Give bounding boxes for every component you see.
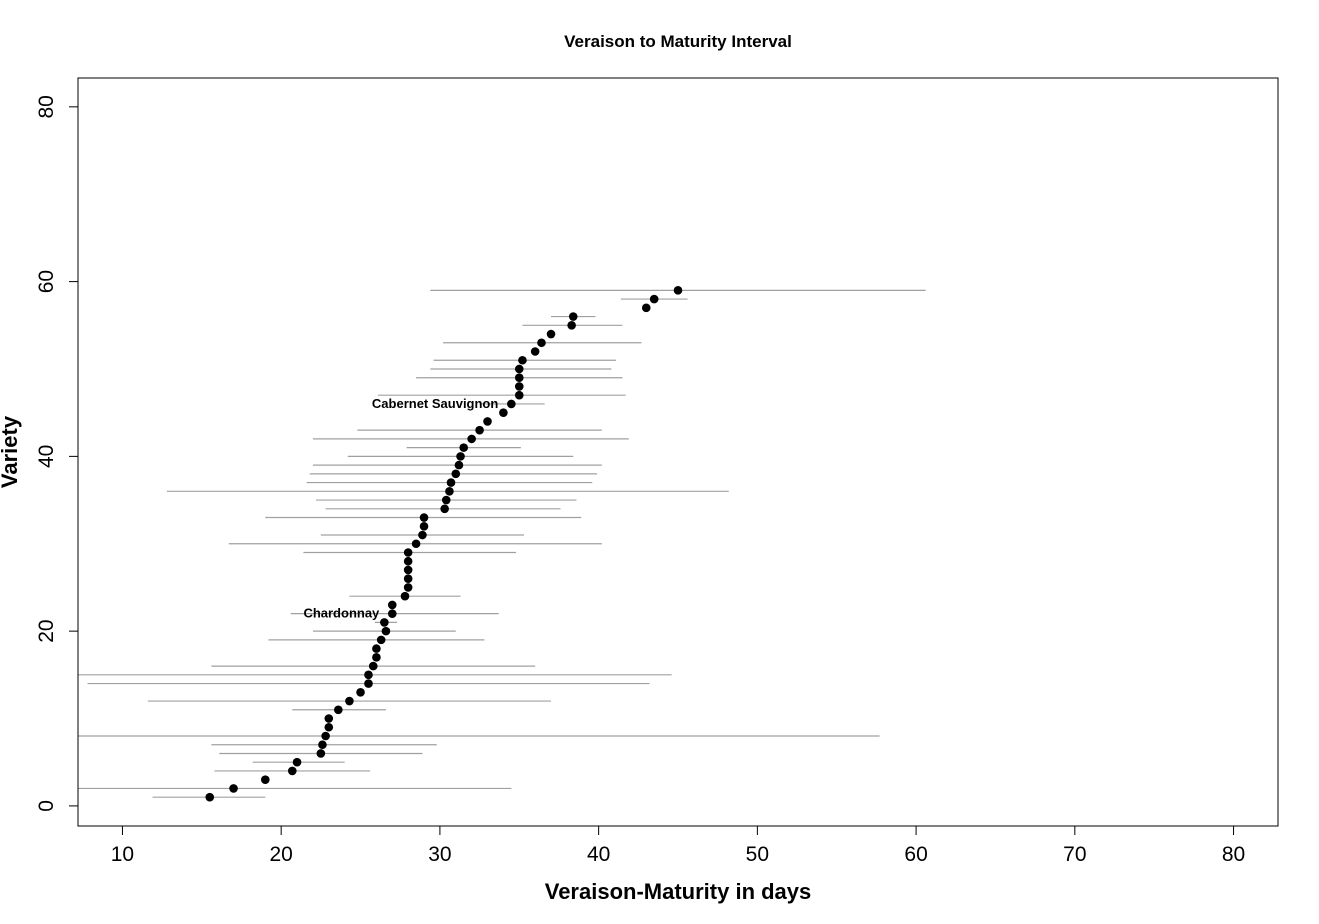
annotation-label: Chardonnay xyxy=(303,606,380,621)
data-point xyxy=(419,513,429,522)
data-point xyxy=(418,530,427,540)
data-point xyxy=(446,478,456,487)
data-point xyxy=(475,425,484,435)
data-point xyxy=(514,382,524,391)
data-point xyxy=(403,583,413,592)
data-point xyxy=(368,661,378,671)
data-point xyxy=(387,600,397,610)
data-point xyxy=(445,487,454,496)
x-tick-label: 20 xyxy=(269,843,292,866)
x-axis: 10 20 30 40 50 60 70 80 xyxy=(111,825,1245,866)
data-point xyxy=(451,469,461,479)
data-point xyxy=(467,434,476,444)
data-point xyxy=(518,355,527,365)
data-point xyxy=(261,775,270,784)
x-tick-label: 10 xyxy=(111,843,134,866)
chart-title: Veraison to Maturity Interval xyxy=(564,32,792,51)
data-point xyxy=(205,792,215,802)
data-point xyxy=(403,548,413,557)
data-point xyxy=(514,364,524,374)
data-point xyxy=(364,670,373,680)
data-point xyxy=(372,644,381,653)
data-point xyxy=(514,390,524,400)
x-tick-label: 40 xyxy=(587,843,610,866)
data-point xyxy=(364,679,373,688)
x-tick-label: 70 xyxy=(1063,843,1086,866)
data-point xyxy=(345,696,354,706)
y-tick-label: 40 xyxy=(35,445,58,468)
data-point xyxy=(292,757,302,767)
x-tick-label: 50 xyxy=(746,843,769,866)
y-tick-label: 80 xyxy=(35,95,58,118)
data-point xyxy=(316,749,326,758)
x-tick-label: 30 xyxy=(428,843,451,866)
data-point xyxy=(537,338,546,348)
annotation-label: Cabernet Sauvignon xyxy=(372,396,498,411)
data-point xyxy=(380,618,389,627)
data-point xyxy=(454,460,464,470)
data-point xyxy=(229,784,238,793)
data-point xyxy=(568,312,578,321)
data-point xyxy=(376,635,386,645)
plot-frame xyxy=(77,77,1279,827)
data-point xyxy=(324,722,334,732)
data-point xyxy=(372,653,381,662)
data-point xyxy=(440,504,449,514)
data-point xyxy=(321,731,330,741)
data-point xyxy=(318,740,327,750)
data-point xyxy=(387,609,397,618)
data-point xyxy=(530,347,540,356)
annotations: Cabernet Sauvignon Chardonnay xyxy=(303,396,498,621)
x-tick-label: 80 xyxy=(1222,843,1245,866)
data-point xyxy=(334,705,343,715)
data-point xyxy=(287,766,297,776)
y-axis: 0 20 40 60 80 xyxy=(35,95,79,812)
x-tick-label: 60 xyxy=(904,843,927,866)
data-point xyxy=(641,303,651,313)
data-point xyxy=(567,320,576,330)
data-point xyxy=(499,408,508,417)
data-point xyxy=(356,688,365,697)
interval-lines xyxy=(78,289,926,798)
data-point xyxy=(456,452,465,461)
data-point xyxy=(324,714,334,723)
data-point xyxy=(411,539,421,549)
y-tick-label: 0 xyxy=(35,800,58,812)
data-points xyxy=(205,286,683,802)
data-point xyxy=(673,286,683,295)
y-tick-label: 60 xyxy=(35,270,58,293)
data-point xyxy=(403,556,413,566)
data-point xyxy=(403,574,413,584)
data-point xyxy=(441,495,451,505)
data-point xyxy=(403,565,413,575)
x-axis-label: Veraison-Maturity in days xyxy=(545,879,812,904)
data-point xyxy=(507,399,516,409)
data-point xyxy=(400,591,410,601)
data-point xyxy=(483,417,492,426)
y-tick-label: 20 xyxy=(35,619,58,642)
data-point xyxy=(514,373,524,383)
y-axis-label: Variety xyxy=(0,415,22,488)
data-point xyxy=(546,329,556,339)
data-point xyxy=(649,294,659,304)
data-point xyxy=(459,443,469,452)
data-point xyxy=(419,521,429,531)
data-point xyxy=(381,626,391,636)
